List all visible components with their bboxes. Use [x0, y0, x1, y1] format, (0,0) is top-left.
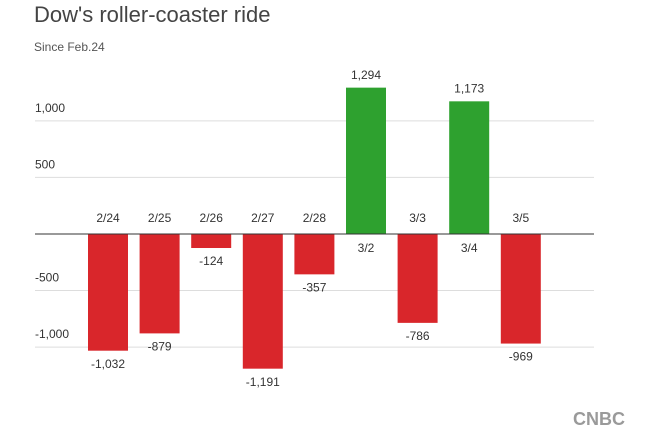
value-label: -786 — [406, 329, 430, 343]
x-tick-label: 2/25 — [148, 211, 172, 225]
value-label: -124 — [199, 254, 223, 268]
y-tick-label: -500 — [35, 271, 59, 285]
x-tick-label: 3/5 — [512, 211, 529, 225]
logo: CNBC — [573, 409, 625, 429]
x-tick-label: 3/4 — [461, 241, 478, 255]
y-tick-label: 500 — [35, 158, 55, 172]
x-tick-label: 3/2 — [358, 241, 375, 255]
bar — [139, 233, 180, 334]
x-tick-label: 2/28 — [303, 211, 327, 225]
chart-subtitle: Since Feb.24 — [34, 40, 105, 54]
value-label: -357 — [302, 281, 326, 295]
x-tick-label: 2/27 — [251, 211, 275, 225]
bar — [242, 233, 283, 369]
bar — [449, 101, 490, 234]
value-label: 1,294 — [351, 68, 381, 82]
value-label: -879 — [148, 340, 172, 354]
bar — [346, 87, 386, 234]
bar — [397, 233, 438, 323]
value-label: -969 — [509, 350, 533, 364]
bar — [191, 233, 232, 249]
value-label: -1,032 — [91, 357, 125, 371]
chart-title: Dow's roller-coaster ride — [34, 2, 271, 27]
bar — [88, 233, 128, 351]
x-tick-label: 2/24 — [96, 211, 120, 225]
x-tick-label: 2/26 — [200, 211, 224, 225]
y-tick-label: 1,000 — [35, 101, 65, 115]
y-tick-label: -1,000 — [35, 327, 69, 341]
value-label: -1,191 — [246, 375, 280, 389]
value-label: 1,173 — [454, 81, 484, 95]
bar — [294, 233, 335, 275]
x-tick-label: 3/3 — [409, 211, 426, 225]
bar — [500, 233, 541, 344]
